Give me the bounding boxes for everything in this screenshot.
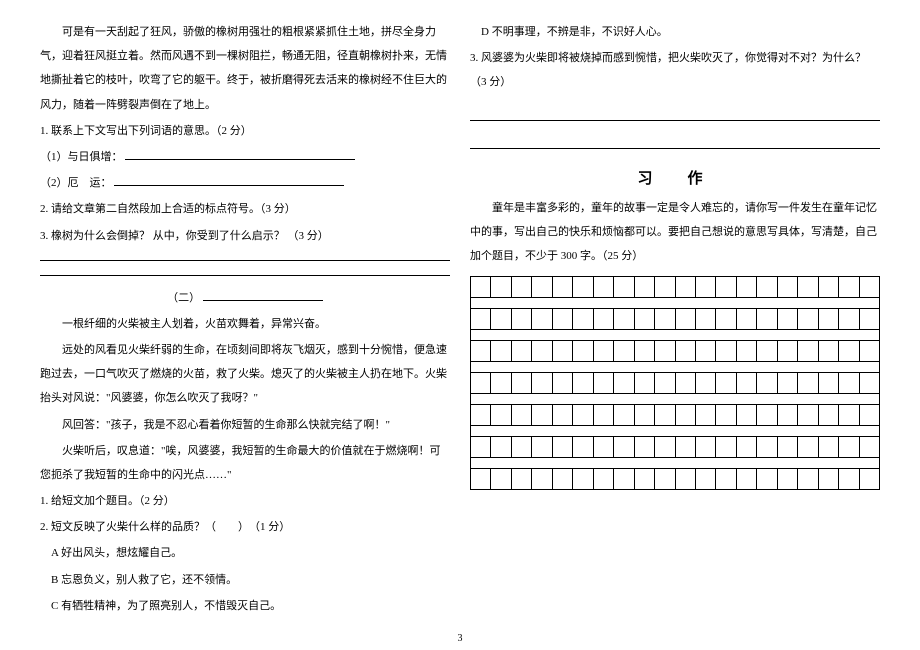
passage2-a: 一根纤细的火柴被主人划着，火苗欢舞着，异常兴奋。 [40,312,450,336]
q-c1: 1. 给短文加个题目。（2 分） [40,489,450,513]
essay-prompt: 童年是丰富多彩的，童年的故事一定是令人难忘的，请你写一件发生在童年记忆中的事，写… [470,196,880,269]
writing-grid[interactable] [470,276,880,490]
opt-b: B 忘恩负义，别人救了它，还不领情。 [40,568,450,592]
opt-c: C 有牺牲精神，为了照亮别人，不惜毁灭自己。 [40,594,450,618]
passage2-b: 远处的风看见火柴纤弱的生命，在顷刻间即将灰飞烟灭，感到十分惋惜，便急速跑过去，一… [40,338,450,411]
part2-header: （二） [40,286,450,310]
q-c3: 3. 风婆婆为火柴即将被烧掉而感到惋惜，把火柴吹灭了，你觉得对不对？为什么？（3… [470,46,880,94]
q2: 2. 请给文章第二自然段加上合适的标点符号。（3 分） [40,197,450,221]
qc3-blank-2[interactable] [470,129,880,149]
q3-blank-1[interactable] [40,254,450,261]
part2-title-blank[interactable] [203,291,323,301]
passage2-d: 火柴听后，叹息道："唉，风婆婆，我短暂的生命最大的价值就在于燃烧啊！可您扼杀了我… [40,439,450,487]
grid-row[interactable] [470,340,880,362]
q3: 3. 橡树为什么会倒掉？ 从中，你受到了什么启示？ （3 分） [40,224,450,248]
page-number: 3 [458,633,463,644]
part2-label: （二） [167,292,200,304]
opt-a: A 好出风头，想炫耀自己。 [40,541,450,565]
section-title: 习 作 [470,167,880,188]
q3-blank-2[interactable] [40,269,450,276]
left-column: 可是有一天刮起了狂风，骄傲的橡树用强壮的粗根紧紧抓住土地，拼尽全身力气，迎着狂风… [40,20,450,620]
qc3-blank-1[interactable] [470,101,880,121]
q1b-label: （2）厄 运： [40,177,112,189]
q1b-blank[interactable] [114,176,344,186]
grid-row[interactable] [470,308,880,330]
grid-row[interactable] [470,372,880,394]
grid-row[interactable] [470,436,880,458]
grid-row[interactable] [470,468,880,490]
q1a-label: （1）与日俱增： [40,151,123,163]
grid-row[interactable] [470,276,880,298]
q-c2: 2. 短文反映了火柴什么样的品质？（ ） （1 分） [40,515,450,539]
q1a-blank[interactable] [125,150,355,160]
two-column-layout: 可是有一天刮起了狂风，骄傲的橡树用强壮的粗根紧紧抓住土地，拼尽全身力气，迎着狂风… [40,20,880,620]
grid-row[interactable] [470,404,880,426]
q1-sub1: （1）与日俱增： [40,145,450,169]
opt-d: D 不明事理，不辨是非，不识好人心。 [470,20,880,44]
right-column: D 不明事理，不辨是非，不识好人心。 3. 风婆婆为火柴即将被烧掉而感到惋惜，把… [470,20,880,620]
q1-sub2: （2）厄 运： [40,171,450,195]
q1: 1. 联系上下文写出下列词语的意思。（2 分） [40,119,450,143]
passage2-c: 风回答："孩子，我是不忍心看着你短暂的生命那么快就完结了啊！" [40,413,450,437]
passage1-text: 可是有一天刮起了狂风，骄傲的橡树用强壮的粗根紧紧抓住土地，拼尽全身力气，迎着狂风… [40,20,450,117]
